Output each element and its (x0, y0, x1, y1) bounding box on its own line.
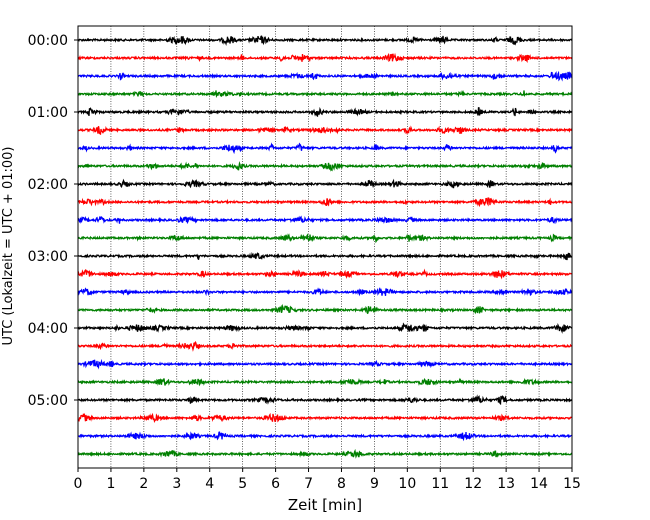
x-axis: 0 1 2 3 4 5 6 7 8 9 10 11 12 13 14 15 (74, 468, 581, 492)
x-tick-label: 13 (497, 476, 515, 492)
trace-0015 (77, 52, 573, 64)
trace-0315 (77, 268, 573, 280)
x-tick-label: 5 (238, 476, 247, 492)
trace-0430 (77, 358, 573, 370)
y-tick-label: 01:00 (28, 105, 68, 121)
trace-0100 (77, 106, 573, 118)
x-tick-label: 1 (106, 476, 115, 492)
trace-0515 (77, 412, 573, 423)
y-tick-label: 04:00 (28, 321, 68, 337)
plot-frame (77, 25, 573, 469)
y-axis: 00:00 01:00 02:00 03:00 04:00 05:00 (28, 33, 78, 409)
grid-lines (110, 26, 540, 468)
x-tick-label: 9 (370, 476, 379, 492)
x-tick-label: 3 (172, 476, 181, 492)
y-tick-label: 03:00 (28, 249, 68, 265)
y-tick-label: 02:00 (28, 177, 68, 193)
x-tick-label: 2 (139, 476, 148, 492)
x-tick-label: 11 (431, 476, 449, 492)
trace-0415 (77, 340, 573, 352)
x-tick-label: 14 (530, 476, 548, 492)
trace-0030 (77, 70, 573, 82)
trace-0215 (77, 197, 573, 208)
trace-0500 (77, 394, 573, 406)
x-tick-label: 4 (205, 476, 214, 492)
trace-0200 (77, 178, 573, 189)
y-axis-label: UTC (Lokalzeit = UTC + 01:00) (1, 147, 16, 346)
x-tick-label: 6 (271, 476, 280, 492)
trace-0145 (77, 160, 573, 172)
x-axis-label: Zeit [min] (288, 496, 362, 514)
x-tick-label: 10 (398, 476, 416, 492)
trace-0130 (77, 142, 573, 155)
x-tick-label: 12 (464, 476, 482, 492)
x-tick-label: 0 (74, 476, 83, 492)
trace-0345 (77, 303, 573, 315)
trace-0300 (77, 251, 573, 261)
trace-0045 (77, 89, 573, 99)
trace-0545 (77, 448, 573, 459)
y-tick-label: 00:00 (28, 33, 68, 49)
x-tick-label: 8 (337, 476, 346, 492)
trace-0115 (77, 125, 573, 136)
trace-0530 (77, 431, 573, 442)
seismogram-traces (77, 35, 573, 459)
trace-0330 (77, 287, 573, 297)
trace-0230 (77, 215, 573, 225)
x-tick-label: 7 (304, 476, 313, 492)
trace-0245 (77, 233, 573, 244)
trace-0400 (77, 322, 573, 334)
trace-0000 (77, 35, 573, 47)
x-tick-label: 15 (563, 476, 581, 492)
trace-0445 (77, 377, 573, 387)
y-tick-label: 05:00 (28, 393, 68, 409)
